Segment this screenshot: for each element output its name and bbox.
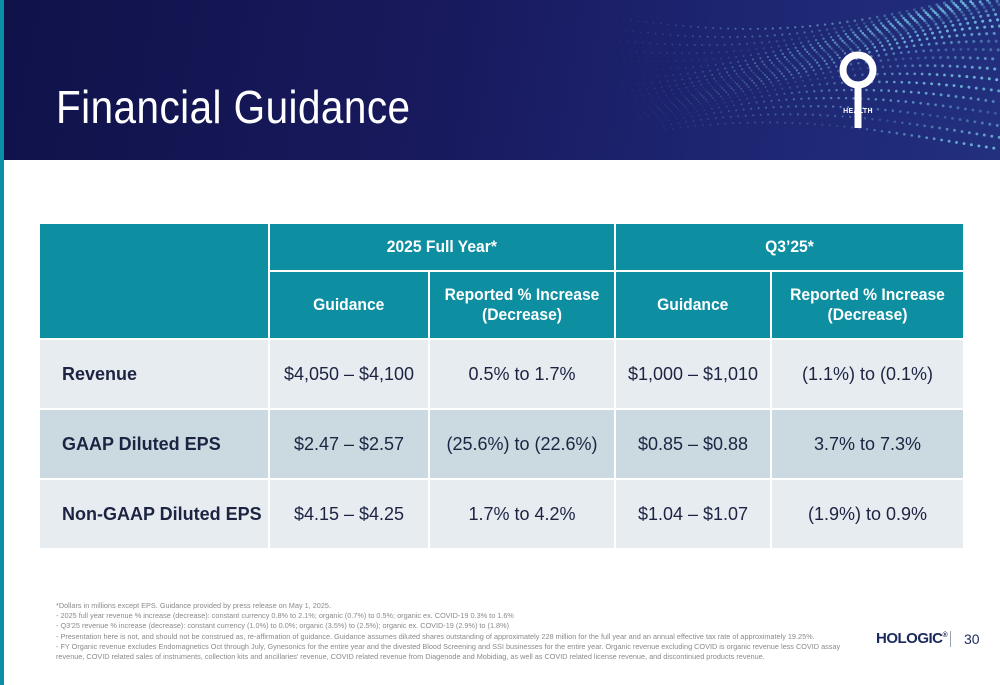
- table-cell: 1.7% to 4.2%: [428, 478, 616, 550]
- table-group-header-row: 2025 Full Year* Q3’25*: [38, 222, 965, 340]
- table-cell: $4.15 – $4.25: [268, 478, 430, 550]
- row-label: Revenue: [38, 338, 270, 410]
- left-accent-bar: [0, 0, 4, 685]
- subheader-reported-q3: Reported % Increase (Decrease): [770, 270, 965, 340]
- table-cell: (1.9%) to 0.9%: [770, 478, 965, 550]
- group-header-q3: Q3’25*: [614, 222, 965, 272]
- row-label: GAAP Diluted EPS: [38, 408, 270, 480]
- footnotes: *Dollars in millions except EPS. Guidanc…: [56, 601, 856, 662]
- footnote-line: *Dollars in millions except EPS. Guidanc…: [56, 601, 331, 610]
- subheader-guidance-fy: Guidance: [268, 270, 430, 340]
- table-cell: $2.47 – $2.57: [268, 408, 430, 480]
- page-number: 30: [964, 631, 980, 647]
- guidance-table: 2025 Full Year* Q3’25* Guidance Reported…: [38, 222, 965, 550]
- table-cell: 3.7% to 7.3%: [770, 408, 965, 480]
- group-header-full-year: 2025 Full Year*: [268, 222, 616, 272]
- table-sub-header-row: Guidance Reported % Increase (Decrease) …: [39, 270, 965, 340]
- footnote-line: - Presentation here is not, and should n…: [56, 631, 815, 641]
- table-cell: 0.5% to 1.7%: [428, 338, 616, 410]
- logo-text: HEALTH: [843, 108, 873, 115]
- header-banner: Financial Guidance: [4, 0, 1000, 160]
- table-corner-cell: [38, 222, 270, 340]
- health-logo-icon: [839, 51, 877, 128]
- subheader-reported-fy: Reported % Increase (Decrease): [428, 270, 616, 340]
- footnote-line: - FY Organic revenue excludes Endomagnet…: [56, 641, 841, 651]
- table-cell: $0.85 – $0.88: [614, 408, 772, 480]
- footer-divider: [950, 631, 951, 647]
- table-row-revenue: Revenue $4,050 – $4,100 0.5% to 1.7% $1,…: [38, 338, 965, 410]
- hologic-logo: HOLOGIC®: [876, 630, 948, 647]
- table-cell: (25.6%) to (22.6%): [428, 408, 616, 480]
- table-cell: $1,000 – $1,010: [614, 338, 772, 410]
- footnote-line: - 2025 full year revenue % increase (dec…: [56, 611, 514, 621]
- table-cell: (1.1%) to (0.1%): [770, 338, 965, 410]
- dot-wave-decoration: [604, 0, 1000, 150]
- table-row-non-gaap-eps: Non-GAAP Diluted EPS $4.15 – $4.25 1.7% …: [38, 478, 965, 550]
- table-row-gaap-eps: GAAP Diluted EPS $2.47 – $2.57 (25.6%) t…: [38, 408, 965, 480]
- row-label: Non-GAAP Diluted EPS: [38, 478, 270, 550]
- subheader-guidance-q3: Guidance: [614, 270, 772, 340]
- table-cell: $4,050 – $4,100: [268, 338, 430, 410]
- page-title: Financial Guidance: [56, 81, 411, 133]
- footnote-line: revenue, COVID related sales of instrume…: [56, 652, 765, 662]
- table-cell: $1.04 – $1.07: [614, 478, 772, 550]
- footnote-line: - Q3’25 revenue % increase (decrease): c…: [56, 621, 510, 631]
